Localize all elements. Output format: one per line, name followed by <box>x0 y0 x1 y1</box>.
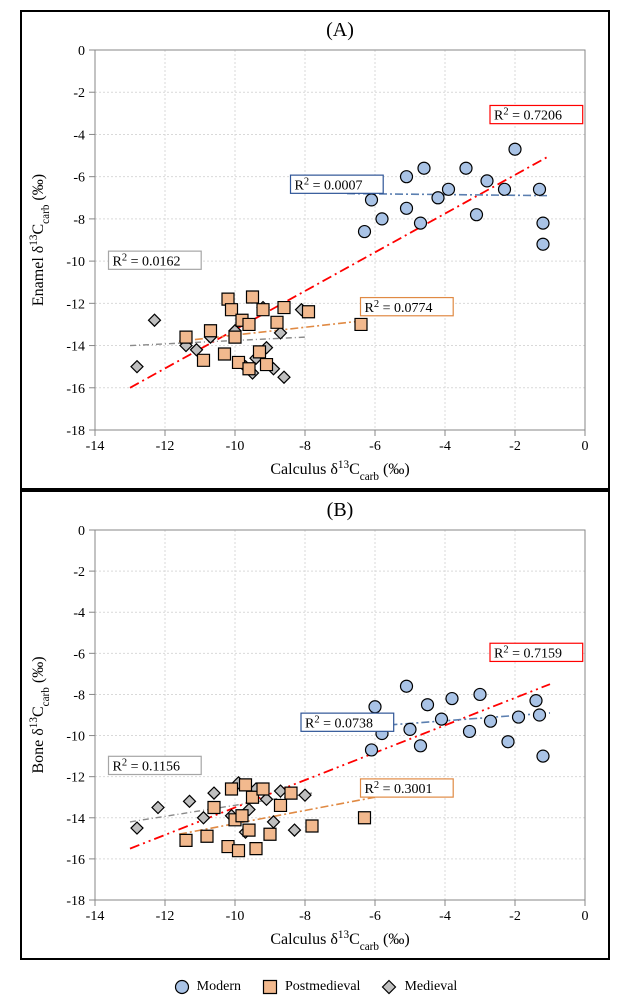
x-axis-label: Calculus δ13Ccarb (‰) <box>270 459 409 483</box>
svg-text:-12: -12 <box>66 771 85 786</box>
svg-text:-6: -6 <box>73 171 85 186</box>
y-axis-label: Enamel δ13Ccarb (‰) <box>28 174 52 306</box>
svg-text:-2: -2 <box>509 439 521 454</box>
svg-text:-8: -8 <box>73 688 85 703</box>
svg-text:-10: -10 <box>226 439 245 454</box>
svg-text:0: 0 <box>78 44 85 59</box>
svg-text:-4: -4 <box>439 909 451 924</box>
svg-text:-18: -18 <box>66 424 85 439</box>
panel-a-chart: -14 -12 -10 -8 -6 -4 -2 0 -18 -16 -14 -12 -10 -8 -6 -4 -… <box>20 10 610 490</box>
svg-text:-6: -6 <box>369 909 381 924</box>
medieval-marker-icon <box>380 978 398 996</box>
legend-item-postmedieval: Postmedieval <box>261 978 360 996</box>
svg-text:-14: -14 <box>66 340 85 355</box>
modern-marker-icon <box>173 978 191 996</box>
modern-points <box>348 143 549 250</box>
svg-text:-12: -12 <box>156 439 175 454</box>
panel-title: (B) <box>327 499 354 521</box>
svg-text:-2: -2 <box>73 565 85 580</box>
svg-text:-8: -8 <box>299 439 311 454</box>
legend-label: Modern <box>197 979 241 995</box>
svg-text:-8: -8 <box>73 213 85 228</box>
svg-text:-4: -4 <box>439 439 451 454</box>
x-axis-label: Calculus δ13Ccarb (‰) <box>270 929 409 953</box>
svg-text:-2: -2 <box>73 86 85 101</box>
svg-text:-6: -6 <box>369 439 381 454</box>
legend-item-medieval: Medieval <box>380 978 457 996</box>
svg-text:-10: -10 <box>226 909 245 924</box>
svg-text:-14: -14 <box>86 439 105 454</box>
svg-text:-12: -12 <box>66 297 85 312</box>
svg-text:0: 0 <box>78 524 85 539</box>
panel-b-chart: -14 -12 -10 -8 -6 -4 -2 0 -18 -16 -14 -12 -10 -8 -6 -4 -… <box>20 490 610 960</box>
svg-text:-10: -10 <box>66 255 85 270</box>
svg-text:-16: -16 <box>66 853 85 868</box>
svg-text:-4: -4 <box>73 606 85 621</box>
svg-text:-8: -8 <box>299 909 311 924</box>
figure-page: -14 -12 -10 -8 -6 -4 -2 0 -18 -16 -14 -12 -10 -8 -6 -4 -… <box>0 0 630 1007</box>
svg-text:-6: -6 <box>73 647 85 662</box>
svg-text:-10: -10 <box>66 730 85 745</box>
svg-text:-14: -14 <box>86 909 105 924</box>
legend-label: Medieval <box>404 979 457 995</box>
svg-text:-16: -16 <box>66 382 85 397</box>
postmedieval-marker-icon <box>261 978 279 996</box>
svg-text:-18: -18 <box>66 894 85 909</box>
svg-text:0: 0 <box>582 909 589 924</box>
y-axis-label: Bone δ13Ccarb (‰) <box>28 656 52 773</box>
legend-label: Postmedieval <box>285 979 360 995</box>
panel-title: (A) <box>326 19 354 41</box>
svg-text:-2: -2 <box>509 909 521 924</box>
svg-text:-4: -4 <box>73 128 85 143</box>
svg-text:0: 0 <box>582 439 589 454</box>
legend-item-modern: Modern <box>173 978 241 996</box>
legend: Modern Postmedieval Medieval <box>0 978 630 1001</box>
svg-text:-12: -12 <box>156 909 175 924</box>
svg-text:-14: -14 <box>66 812 85 827</box>
